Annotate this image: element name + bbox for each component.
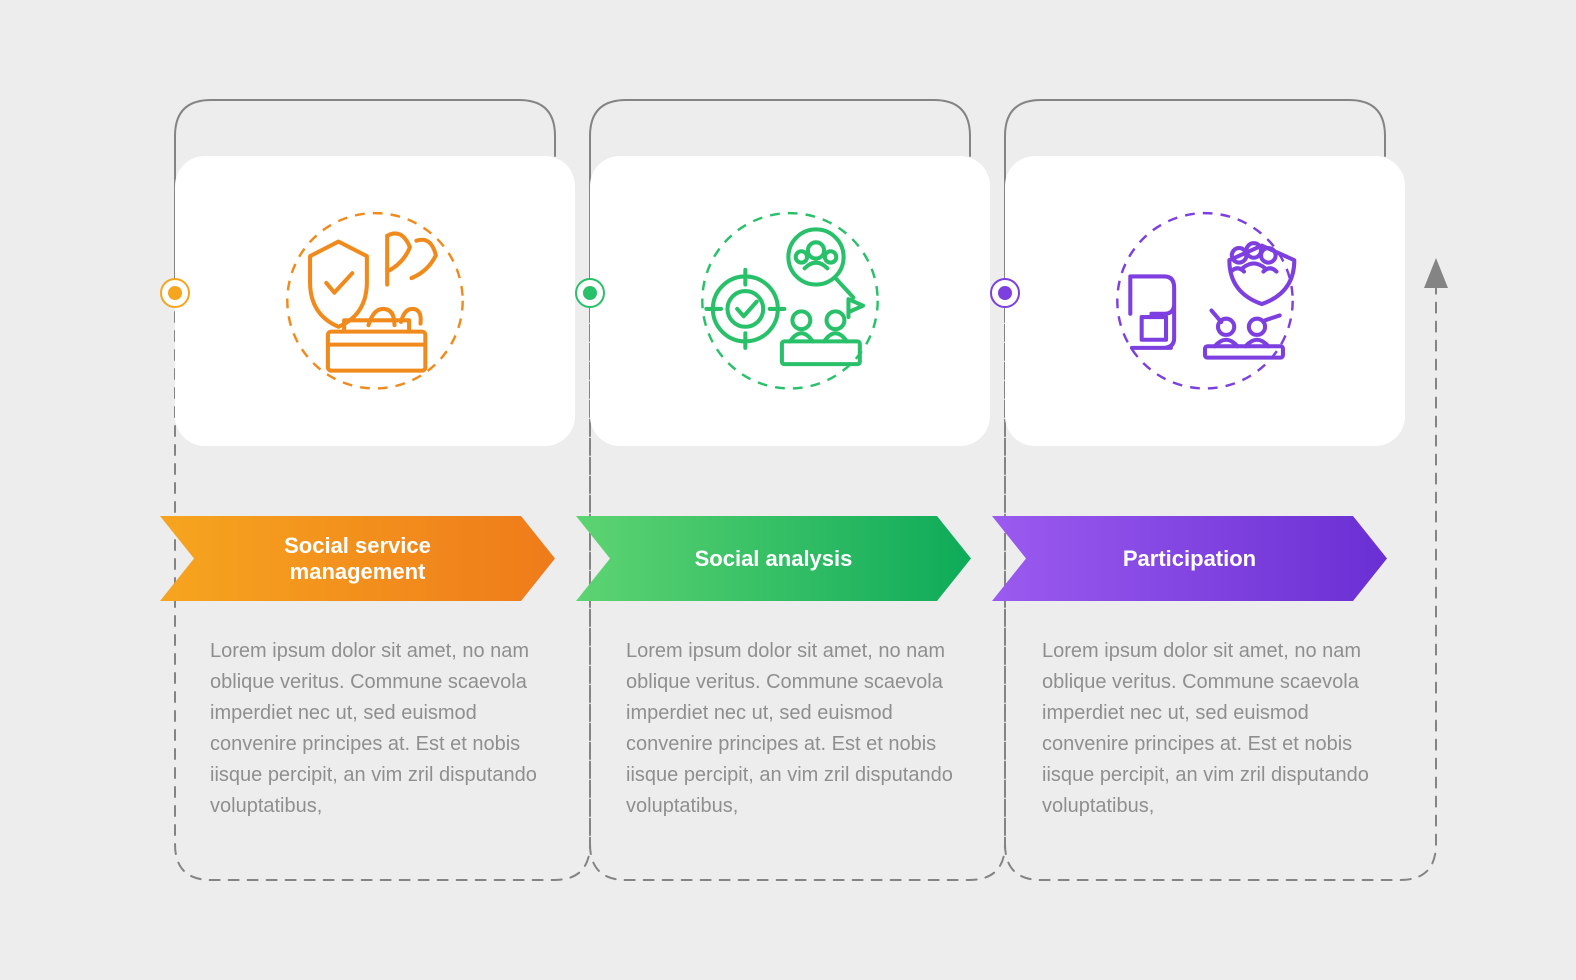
- label-text-step2: Social analysis: [685, 546, 863, 571]
- label-step2: Social analysis: [576, 516, 971, 601]
- label-text-step1: Social servicemanagement: [274, 533, 441, 584]
- desc-step3: Lorem ipsum dolor sit amet, no nam obliq…: [1032, 636, 1402, 822]
- label-step3: Participation: [992, 516, 1387, 601]
- desc-step1: Lorem ipsum dolor sit amet, no nam obliq…: [200, 636, 570, 822]
- card-step3: [1005, 156, 1405, 446]
- label-text-step3: Participation: [1113, 546, 1266, 571]
- infographic-canvas: Social servicemanagement Lorem ipsum dolo…: [0, 0, 1576, 980]
- step-dot-step1: [160, 278, 190, 308]
- shield-hands-box-icon: [175, 156, 575, 446]
- card-step1: [175, 156, 575, 446]
- card-step2: [590, 156, 990, 446]
- label-step1: Social servicemanagement: [160, 516, 555, 601]
- desc-step2: Lorem ipsum dolor sit amet, no nam obliq…: [616, 636, 986, 822]
- target-search-people-icon: [590, 156, 990, 446]
- step-dot-step2: [575, 278, 605, 308]
- step-dot-step3: [990, 278, 1020, 308]
- hands-group-desk-icon: [1005, 156, 1405, 446]
